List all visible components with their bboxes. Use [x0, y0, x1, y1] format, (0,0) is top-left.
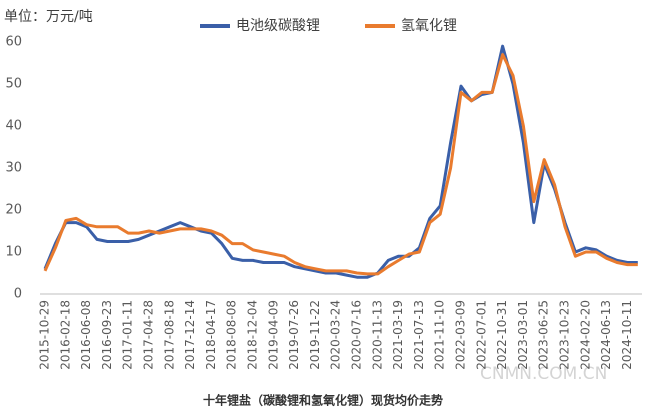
x-tick-label: 2022-07-01	[474, 300, 488, 370]
y-label: 单位：万元/吨	[4, 9, 93, 25]
x-tick-label: 2024-10-11	[620, 300, 634, 370]
legend-label: 电池级碳酸锂	[236, 18, 320, 34]
y-tick-label: 30	[5, 161, 22, 176]
x-tick-label: 2021-07-13	[412, 300, 426, 370]
x-tick-label: 2021-03-19	[391, 300, 405, 370]
x-tick-label: 2020-07-16	[350, 300, 364, 370]
y-tick-label: 20	[5, 203, 22, 218]
y-tick-label: 50	[5, 77, 22, 92]
x-tick-label: 2017-04-28	[142, 300, 156, 370]
x-tick-label: 2021-11-10	[433, 300, 447, 370]
x-tick-label: 2023-10-23	[558, 300, 572, 370]
y-tick-label: 60	[5, 35, 22, 50]
series-line	[43, 53, 638, 276]
x-tick-label: 2019-11-22	[308, 300, 322, 370]
x-tick-label: 2017-01-11	[121, 300, 135, 370]
watermark: CNMN.COM.CN	[480, 364, 607, 384]
legend-label: 氢氧化锂	[401, 18, 457, 34]
x-tick-label: 2019-04-09	[266, 300, 280, 370]
x-tick-label: 2015-10-29	[38, 300, 52, 370]
series-line	[43, 44, 638, 279]
y-tick-label: 40	[5, 119, 22, 134]
x-tick-label: 2019-07-26	[287, 300, 301, 370]
x-tick-label: 2020-11-13	[370, 300, 384, 370]
x-tick-label: 2016-06-08	[79, 300, 93, 370]
x-tick-label: 2023-03-01	[516, 300, 530, 370]
x-tick-label: 2017-08-18	[162, 300, 176, 370]
caption: 十年锂盐（碳酸锂和氢氧化锂）现货均价走势	[203, 393, 443, 408]
x-tick-label: 2018-08-08	[225, 300, 239, 370]
x-tick-label: 2022-03-09	[454, 300, 468, 370]
x-tick-label: 2023-06-25	[537, 300, 551, 370]
x-tick-label: 2024-02-20	[578, 300, 592, 370]
y-tick-label: 0	[14, 287, 22, 302]
x-tick-label: 2018-04-17	[204, 300, 218, 370]
x-tick-label: 2022-10-31	[495, 300, 509, 370]
x-tick-label: 2024-06-13	[599, 300, 613, 370]
x-tick-label: 2016-02-18	[58, 300, 72, 370]
x-tick-label: 2017-12-14	[183, 300, 197, 370]
x-tick-label: 2020-03-24	[329, 300, 343, 370]
y-tick-label: 10	[5, 245, 22, 260]
x-tick-label: 2016-09-23	[100, 300, 114, 370]
x-tick-label: 2018-12-04	[246, 300, 260, 370]
